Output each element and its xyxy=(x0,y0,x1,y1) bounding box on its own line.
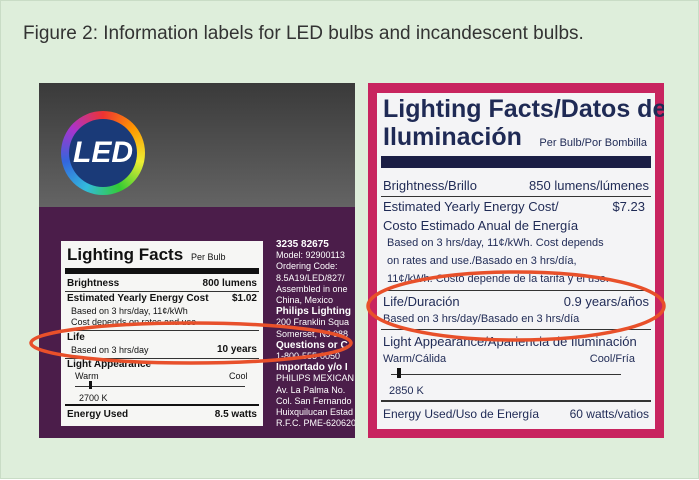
scale-value: 2700 K xyxy=(79,393,108,403)
row-value: 8.5 watts xyxy=(215,409,257,420)
label-note: Per Bulb/Por Bombilla xyxy=(539,137,647,149)
row-label: Life xyxy=(67,332,85,343)
caption: Figure 2: Information labels for LED bul… xyxy=(23,23,584,45)
note: Based on 3 hrs/day, 11¢/kWh. Cost depend… xyxy=(387,237,604,249)
label-title: Lighting Facts xyxy=(67,245,183,265)
side-line: PHILIPS MEXICAN xyxy=(276,373,355,384)
note: Based on 3 hrs/day, 11¢/kWh xyxy=(71,306,188,316)
side-line: Questions or C xyxy=(276,340,355,351)
label-note: Per Bulb xyxy=(191,252,226,262)
logo-text: LED xyxy=(69,119,137,187)
row-value: $7.23 xyxy=(612,199,645,214)
figure: Figure 2: Information labels for LED bul… xyxy=(0,0,699,479)
label: Lighting Facts/Datos de Iluminación Per … xyxy=(377,93,655,429)
row-label: Estimated Yearly Energy Cost xyxy=(67,293,209,304)
row-label: Estimated Yearly Energy Cost/ xyxy=(383,199,559,214)
label: Lighting Facts Per Bulb Brightness 800 l… xyxy=(61,241,263,426)
row-value: 10 years xyxy=(217,344,257,355)
scale-label: Cool xyxy=(229,371,248,381)
row-label: Energy Used/Uso de Energía xyxy=(383,407,539,421)
logo: LED xyxy=(61,111,145,195)
side-line: Huixquilucan Estad xyxy=(276,407,355,418)
scale-label: Cool/Fría xyxy=(590,353,635,365)
side-line: Av. La Palma No. xyxy=(276,385,355,396)
label-title: Iluminación xyxy=(383,123,522,152)
side-line: 200 Franklin Squa xyxy=(276,317,355,328)
row-value: 850 lumens/lúmenes xyxy=(529,178,649,193)
row-value: $1.02 xyxy=(232,293,257,304)
row-label: Costo Estimado Anual de Energía xyxy=(383,218,578,233)
note: Cost depends on rates and use xyxy=(71,317,196,327)
row-label: Brightness xyxy=(67,278,119,289)
scale-label: Warm/Cálida xyxy=(383,353,446,365)
note: Based on 3 hrs/day/Basado en 3 hrs/día xyxy=(383,313,579,325)
row-label: Life/Duración xyxy=(383,294,460,309)
side-line: Model: 92900113 xyxy=(276,250,355,261)
row-label: Energy Used xyxy=(67,409,128,420)
side-line: 3235 82675 xyxy=(276,239,355,250)
label-title: Lighting Facts/Datos de xyxy=(383,95,664,124)
row-value: 60 watts/vatios xyxy=(570,407,649,421)
row-label: Light Appearance/Apariencia de Iluminaci… xyxy=(383,334,637,349)
row-value: 0.9 years/años xyxy=(564,294,649,309)
incandescent-photo: Lighting Facts/Datos de Iluminación Per … xyxy=(368,83,664,438)
row-label: Light Appearance xyxy=(67,359,151,370)
side-line: Importado y/o I xyxy=(276,362,355,373)
note: Based on 3 hrs/day xyxy=(71,345,149,355)
side-line: R.F.C. PME-620620 xyxy=(276,418,355,429)
note: on rates and use./Basado en 3 hrs/día, xyxy=(387,255,577,267)
side-line: China, Mexico xyxy=(276,295,355,306)
row-value: 800 lumens xyxy=(203,278,257,289)
side-line: Col. San Fernando xyxy=(276,396,355,407)
side-line: Ordering Code: xyxy=(276,261,355,272)
side-line: Assembled in one xyxy=(276,284,355,295)
side-line: Somerset, NJ 088 xyxy=(276,329,355,340)
side-line: Philips Lighting xyxy=(276,306,355,317)
scale-value: 2850 K xyxy=(389,385,424,397)
side-line: 1-800-555-0050 xyxy=(276,351,355,362)
scale-label: Warm xyxy=(75,371,99,381)
side-line: 8.5A19/LED/827/ xyxy=(276,273,355,284)
note: 11¢/kWh. Costo depende de la tarifa y el… xyxy=(387,273,609,285)
row-label: Brightness/Brillo xyxy=(383,178,477,193)
